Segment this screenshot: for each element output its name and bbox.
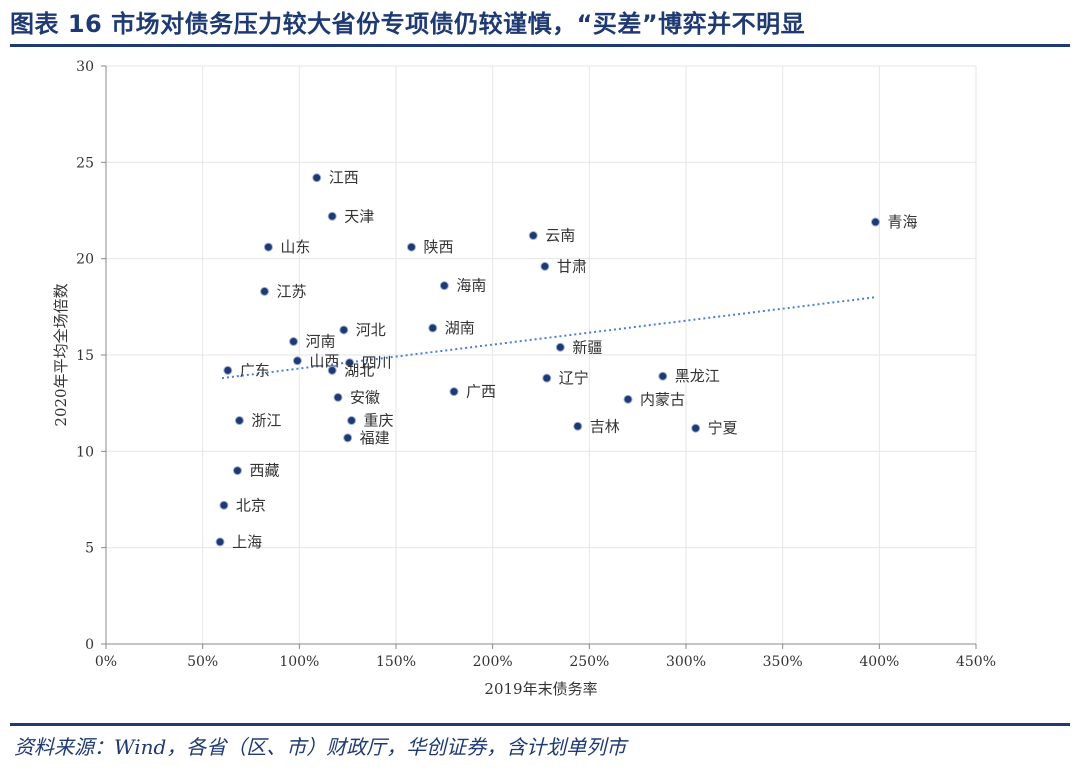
point-label: 陕西 bbox=[423, 238, 453, 256]
x-tick-label: 350% bbox=[763, 654, 803, 670]
data-point bbox=[691, 423, 701, 433]
point-label: 西藏 bbox=[249, 462, 279, 480]
data-point bbox=[345, 358, 355, 368]
data-point bbox=[223, 365, 233, 375]
x-tick-label: 450% bbox=[956, 654, 996, 670]
title-divider bbox=[10, 44, 1070, 47]
data-point bbox=[623, 394, 633, 404]
x-tick-label: 400% bbox=[859, 654, 899, 670]
point-label: 河北 bbox=[356, 321, 386, 339]
point-label: 青海 bbox=[887, 213, 917, 231]
footer-divider bbox=[10, 723, 1070, 726]
data-point bbox=[343, 433, 353, 443]
scatter-chart: 0% 50% 100% 150% 200% 250% 300% 350% 400% 450% 0 5 1… bbox=[52, 59, 996, 698]
data-point bbox=[658, 371, 668, 381]
data-point bbox=[327, 211, 337, 221]
point-label: 黑龙江 bbox=[675, 367, 720, 385]
x-tick-label: 250% bbox=[569, 654, 609, 670]
point-label: 广西 bbox=[466, 383, 496, 401]
data-point bbox=[573, 421, 583, 431]
data-point bbox=[234, 416, 244, 426]
data-point bbox=[289, 337, 299, 347]
y-tick-label: 0 bbox=[85, 637, 94, 653]
data-point bbox=[312, 173, 322, 183]
data-point bbox=[449, 387, 459, 397]
point-label: 安徽 bbox=[350, 388, 380, 406]
data-point bbox=[260, 286, 270, 296]
data-point bbox=[292, 356, 302, 366]
x-axis-label: 2019年末债务率 bbox=[484, 680, 597, 698]
point-label: 吉林 bbox=[590, 417, 620, 435]
grid-lines bbox=[106, 65, 977, 644]
point-label: 甘肃 bbox=[557, 257, 587, 275]
point-label: 宁夏 bbox=[708, 419, 738, 437]
x-tick-label: 0% bbox=[95, 654, 117, 670]
data-point bbox=[555, 342, 565, 352]
x-tick-label: 200% bbox=[473, 654, 513, 670]
axes: 0% 50% 100% 150% 200% 250% 300% 350% 400% 450% 0 5 1… bbox=[76, 59, 996, 670]
point-label: 重庆 bbox=[364, 412, 394, 430]
point-label: 北京 bbox=[236, 496, 266, 514]
y-tick-label: 30 bbox=[76, 59, 94, 75]
point-label: 四川 bbox=[362, 354, 392, 372]
point-label: 海南 bbox=[456, 277, 486, 295]
point-label: 云南 bbox=[545, 227, 575, 245]
x-tick-label: 150% bbox=[376, 654, 416, 670]
data-point bbox=[263, 242, 273, 252]
y-tick-label: 20 bbox=[76, 252, 94, 268]
y-tick-label: 25 bbox=[76, 155, 94, 171]
point-label: 天津 bbox=[344, 207, 374, 225]
x-tick-label: 50% bbox=[187, 654, 218, 670]
data-point bbox=[215, 537, 225, 547]
point-label: 河南 bbox=[306, 333, 336, 351]
y-axis-label: 2020年平均全场倍数 bbox=[52, 283, 70, 426]
data-point bbox=[406, 242, 416, 252]
data-point bbox=[428, 323, 438, 333]
x-tick-label: 100% bbox=[279, 654, 319, 670]
data-point bbox=[219, 500, 229, 510]
data-point bbox=[339, 325, 349, 335]
point-label: 山东 bbox=[280, 238, 310, 256]
point-label: 辽宁 bbox=[559, 369, 589, 387]
data-point bbox=[542, 373, 552, 383]
point-label: 湖北 bbox=[344, 361, 374, 379]
data-point bbox=[540, 261, 550, 271]
y-tick-label: 10 bbox=[76, 444, 94, 460]
x-tick-label: 300% bbox=[666, 654, 706, 670]
point-label: 内蒙古 bbox=[640, 390, 685, 408]
data-point bbox=[333, 392, 343, 402]
data-point bbox=[232, 466, 242, 476]
y-tick-label: 15 bbox=[76, 348, 94, 364]
point-label: 上海 bbox=[232, 533, 262, 551]
chart-title: 图表 16 市场对债务压力较大省份专项债仍较谨慎，“买差”博弈并不明显 bbox=[10, 10, 806, 38]
point-label: 广东 bbox=[240, 361, 270, 379]
data-point bbox=[528, 231, 538, 241]
data-point bbox=[870, 217, 880, 227]
point-label: 湖南 bbox=[445, 319, 475, 337]
data-point bbox=[439, 281, 449, 291]
data-point bbox=[327, 365, 337, 375]
y-tick-label: 5 bbox=[85, 541, 94, 557]
point-label: 山西 bbox=[309, 352, 339, 370]
point-label: 浙江 bbox=[251, 412, 281, 430]
data-point bbox=[347, 416, 357, 426]
point-label: 福建 bbox=[360, 429, 390, 447]
point-label: 江西 bbox=[329, 169, 359, 187]
point-label: 江苏 bbox=[277, 282, 307, 300]
point-label: 新疆 bbox=[572, 338, 602, 356]
source-note: 资料来源：Wind，各省（区、市）财政厅，华创证券，含计划单列市 bbox=[14, 735, 627, 759]
